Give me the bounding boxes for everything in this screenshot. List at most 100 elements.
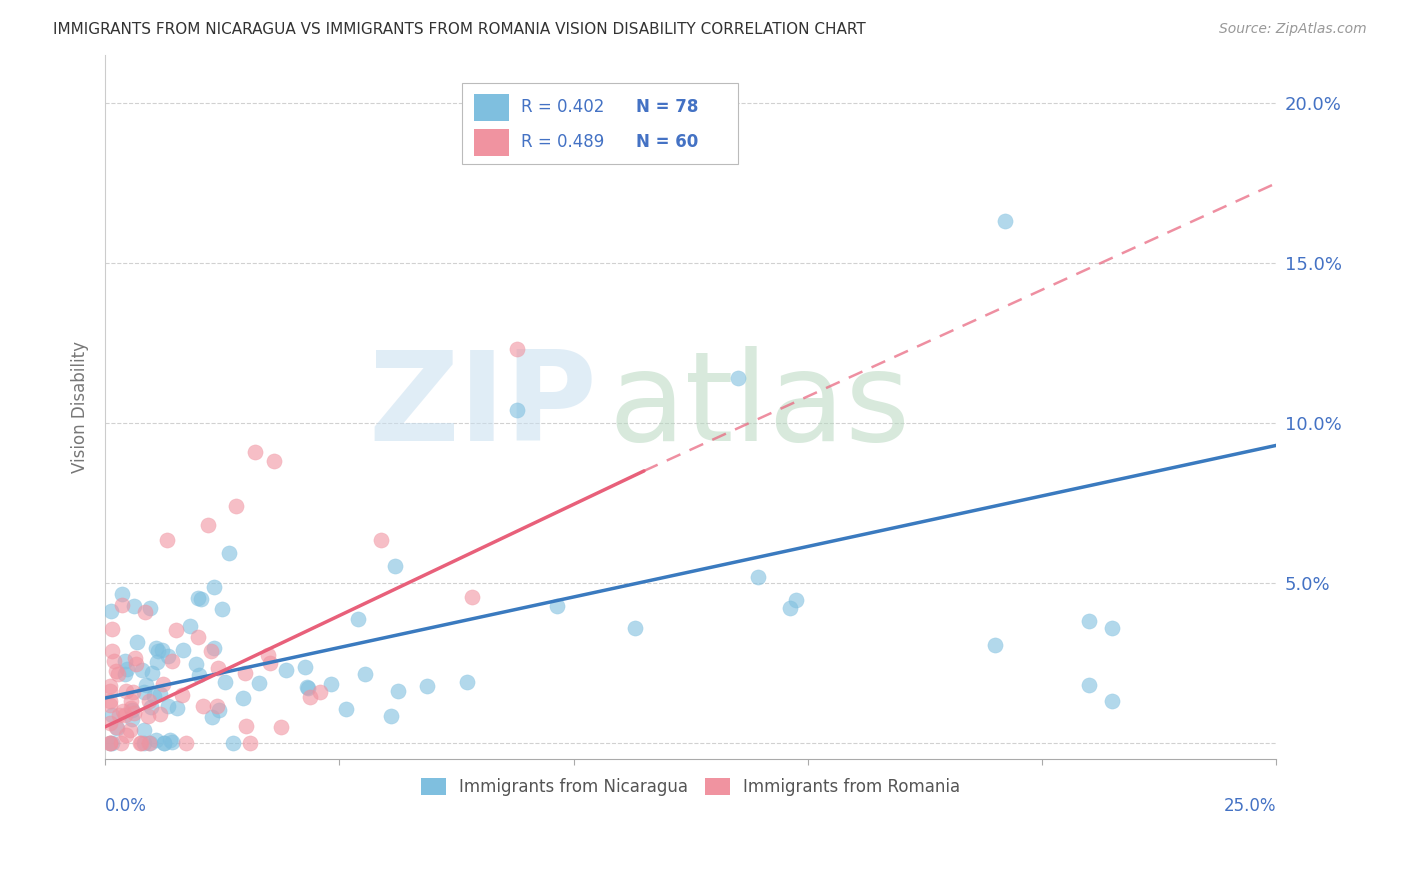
Point bbox=[98, 736, 121, 750]
Point bbox=[120, 694, 142, 708]
Point bbox=[166, 700, 188, 714]
Point bbox=[1078, 614, 1101, 628]
Point bbox=[107, 708, 129, 723]
Point bbox=[461, 590, 484, 604]
Point bbox=[105, 721, 128, 735]
Point bbox=[160, 654, 183, 668]
Point bbox=[114, 728, 136, 742]
Point bbox=[139, 736, 162, 750]
Point bbox=[416, 679, 439, 693]
FancyBboxPatch shape bbox=[474, 129, 509, 156]
Point bbox=[100, 736, 122, 750]
Point bbox=[299, 690, 322, 705]
Point bbox=[98, 736, 121, 750]
Point bbox=[101, 622, 124, 636]
Point bbox=[165, 623, 187, 637]
Point bbox=[156, 699, 179, 714]
Text: N = 78: N = 78 bbox=[636, 98, 699, 116]
Point bbox=[159, 732, 181, 747]
Point bbox=[156, 533, 179, 548]
Point bbox=[335, 702, 357, 716]
Legend: Immigrants from Nicaragua, Immigrants from Romania: Immigrants from Nicaragua, Immigrants fr… bbox=[416, 773, 966, 801]
Point bbox=[148, 644, 170, 658]
Point bbox=[225, 499, 247, 513]
Point bbox=[122, 685, 145, 699]
Point bbox=[120, 701, 142, 715]
Text: Source: ZipAtlas.com: Source: ZipAtlas.com bbox=[1219, 22, 1367, 37]
Point bbox=[187, 630, 209, 644]
Text: R = 0.489: R = 0.489 bbox=[522, 134, 605, 152]
Point bbox=[235, 719, 257, 733]
Point bbox=[111, 587, 134, 601]
Point bbox=[122, 706, 145, 720]
Point bbox=[506, 403, 529, 417]
Point bbox=[105, 665, 128, 679]
Point bbox=[134, 736, 156, 750]
Point bbox=[145, 640, 167, 655]
Point bbox=[274, 663, 297, 677]
Point bbox=[179, 619, 201, 633]
Point bbox=[187, 591, 209, 605]
Point bbox=[200, 644, 222, 658]
Point bbox=[202, 640, 225, 655]
Point bbox=[122, 599, 145, 613]
Point bbox=[193, 699, 215, 714]
Point bbox=[297, 680, 319, 694]
Point bbox=[231, 690, 253, 705]
Point bbox=[1101, 694, 1123, 708]
Point bbox=[145, 732, 167, 747]
Point bbox=[370, 533, 392, 548]
Point bbox=[125, 634, 148, 648]
Point bbox=[142, 689, 165, 703]
Point bbox=[114, 666, 136, 681]
Point bbox=[98, 715, 121, 730]
Point bbox=[233, 665, 256, 680]
Point bbox=[747, 569, 769, 583]
Point bbox=[146, 655, 169, 669]
Point bbox=[247, 676, 270, 690]
Point bbox=[98, 736, 121, 750]
Point bbox=[201, 710, 224, 724]
Point bbox=[354, 667, 377, 681]
Point bbox=[121, 702, 143, 716]
Point bbox=[208, 703, 231, 717]
Point bbox=[319, 677, 342, 691]
Point bbox=[184, 657, 207, 671]
Point bbox=[190, 592, 212, 607]
Point bbox=[506, 343, 529, 357]
Text: ZIP: ZIP bbox=[368, 346, 598, 467]
Point bbox=[100, 604, 122, 618]
Text: atlas: atlas bbox=[609, 346, 911, 467]
Point bbox=[153, 736, 176, 750]
Point bbox=[131, 663, 153, 677]
Point bbox=[243, 444, 266, 458]
Point bbox=[139, 601, 162, 615]
Point bbox=[1101, 621, 1123, 635]
Point bbox=[98, 684, 121, 698]
Point bbox=[156, 649, 179, 664]
Point bbox=[141, 666, 163, 681]
Point bbox=[994, 214, 1017, 228]
Point bbox=[141, 700, 163, 714]
Point bbox=[270, 720, 292, 734]
Point bbox=[188, 668, 211, 682]
Point bbox=[211, 602, 233, 616]
Point bbox=[117, 662, 139, 676]
Point bbox=[120, 723, 142, 737]
Point bbox=[98, 679, 121, 693]
Point bbox=[98, 698, 121, 713]
Point bbox=[110, 736, 132, 750]
Point bbox=[380, 709, 402, 723]
Point bbox=[257, 648, 280, 662]
Point bbox=[129, 736, 152, 750]
Point bbox=[138, 736, 160, 750]
Point bbox=[387, 684, 409, 698]
FancyBboxPatch shape bbox=[474, 94, 509, 120]
Point bbox=[174, 736, 197, 750]
FancyBboxPatch shape bbox=[463, 83, 738, 164]
Point bbox=[150, 643, 173, 657]
Point bbox=[624, 621, 647, 635]
Point bbox=[202, 580, 225, 594]
Point bbox=[132, 723, 155, 737]
Point bbox=[124, 651, 146, 665]
